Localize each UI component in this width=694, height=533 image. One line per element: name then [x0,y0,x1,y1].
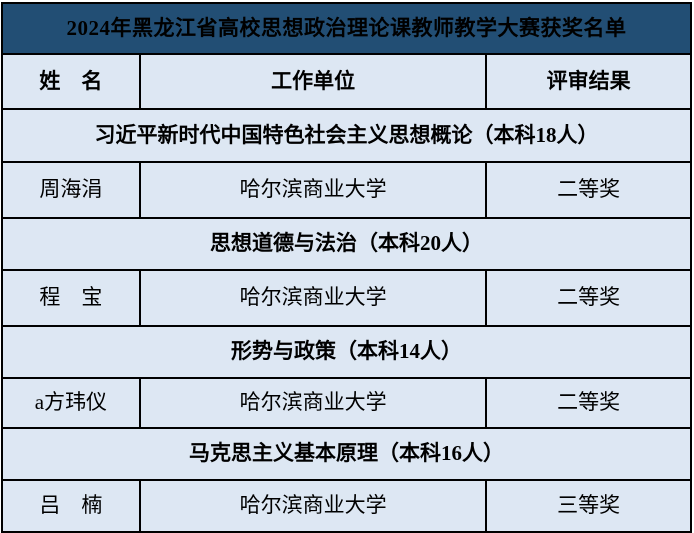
column-header-row: 姓 名 工作单位 评审结果 [1,53,692,110]
column-header-result: 评审结果 [485,53,692,110]
section-header: 习近平新时代中国特色社会主义思想概论（本科18人） [1,108,692,163]
awardee-result: 二等奖 [485,161,692,219]
section-header: 思想道德与法治（本科20人） [1,217,692,271]
section-header-row: 形势与政策（本科14人） [1,325,692,379]
table-row: a方玮仪 哈尔滨商业大学 二等奖 [1,377,692,429]
table-row: 周海涓 哈尔滨商业大学 二等奖 [1,161,692,219]
section-header: 形势与政策（本科14人） [1,325,692,379]
awardee-unit: 哈尔滨商业大学 [138,377,488,429]
awardee-result: 三等奖 [485,479,692,533]
table-row: 程 宝 哈尔滨商业大学 二等奖 [1,269,692,327]
awardee-unit: 哈尔滨商业大学 [138,269,488,327]
awardee-name: 周海涓 [1,161,141,219]
title-row: 2024年黑龙江省高校思想政治理论课教师教学大赛获奖名单 [1,2,692,55]
awardee-unit: 哈尔滨商业大学 [138,161,488,219]
section-header-row: 思想道德与法治（本科20人） [1,217,692,271]
awardee-result: 二等奖 [485,377,692,429]
table-title: 2024年黑龙江省高校思想政治理论课教师教学大赛获奖名单 [1,2,692,55]
column-header-unit: 工作单位 [138,53,488,110]
column-header-name: 姓 名 [1,53,141,110]
table-row: 吕 楠 哈尔滨商业大学 三等奖 [1,479,692,533]
awardee-name: 吕 楠 [1,479,141,533]
awardee-name: a方玮仪 [1,377,141,429]
awardee-unit: 哈尔滨商业大学 [138,479,488,533]
awardee-name: 程 宝 [1,269,141,327]
section-header: 马克思主义基本原理（本科16人） [1,427,692,481]
section-header-row: 马克思主义基本原理（本科16人） [1,427,692,481]
section-header-row: 习近平新时代中国特色社会主义思想概论（本科18人） [1,108,692,163]
awardee-result: 二等奖 [485,269,692,327]
